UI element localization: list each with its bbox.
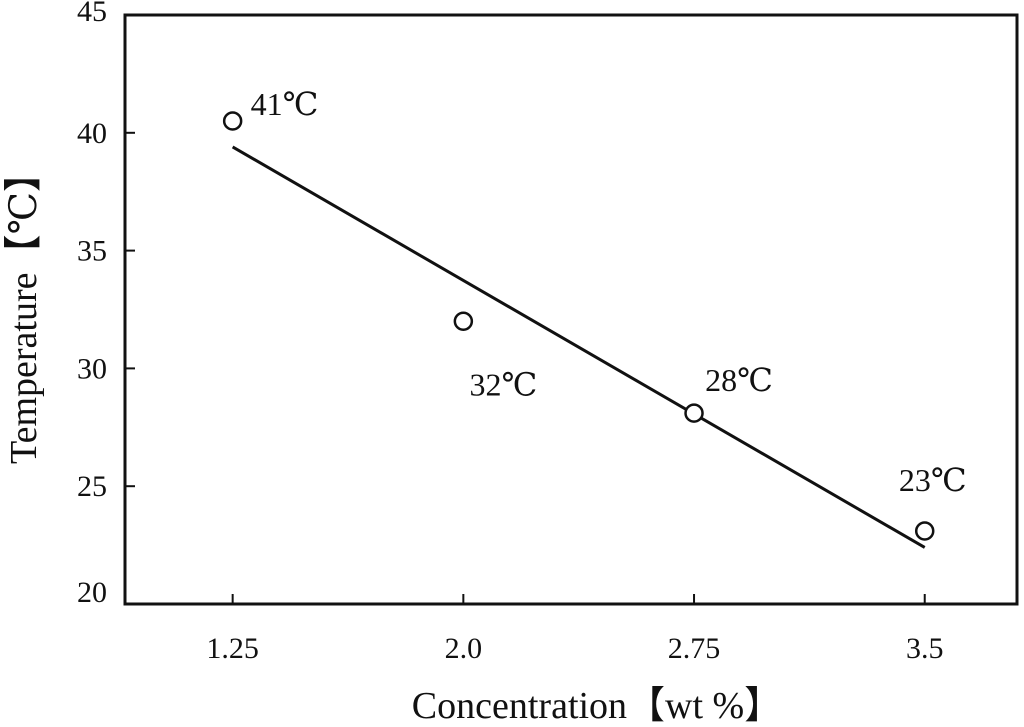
data-label: 32℃ (469, 366, 537, 402)
data-label-layer: 41℃ 32℃ 28℃ 23℃ (251, 86, 967, 498)
fit-line-layer (231, 145, 926, 549)
data-point (684, 403, 704, 423)
x-tick-label: 2.0 (445, 632, 483, 665)
y-tick-label: 45 (77, 0, 107, 28)
y-tick-label: 20 (77, 576, 107, 609)
x-tick-label: 3.5 (906, 632, 944, 665)
x-axis-label: Concentration【wt %】 (412, 685, 782, 727)
x-axis-ticks: 1.25 2.0 2.75 3.5 (206, 594, 943, 665)
data-point (222, 111, 243, 131)
data-point (453, 311, 474, 332)
y-tick-label: 25 (77, 470, 107, 503)
fit-line (231, 145, 926, 549)
data-label: 23℃ (899, 462, 967, 498)
y-axis-label: Temperature【℃】 (3, 154, 45, 464)
data-point (914, 521, 935, 541)
y-tick-label: 35 (77, 235, 107, 268)
y-tick-label: 30 (77, 352, 107, 385)
plot-frame (123, 13, 1019, 606)
data-label: 41℃ (251, 86, 319, 122)
x-tick-label: 1.25 (206, 632, 259, 665)
y-axis-ticks: 20 25 30 35 40 45 (77, 0, 135, 609)
data-label: 28℃ (705, 362, 773, 398)
y-tick-label: 40 (77, 117, 107, 150)
x-tick-label: 2.75 (668, 632, 721, 665)
data-point-layer (222, 111, 935, 541)
